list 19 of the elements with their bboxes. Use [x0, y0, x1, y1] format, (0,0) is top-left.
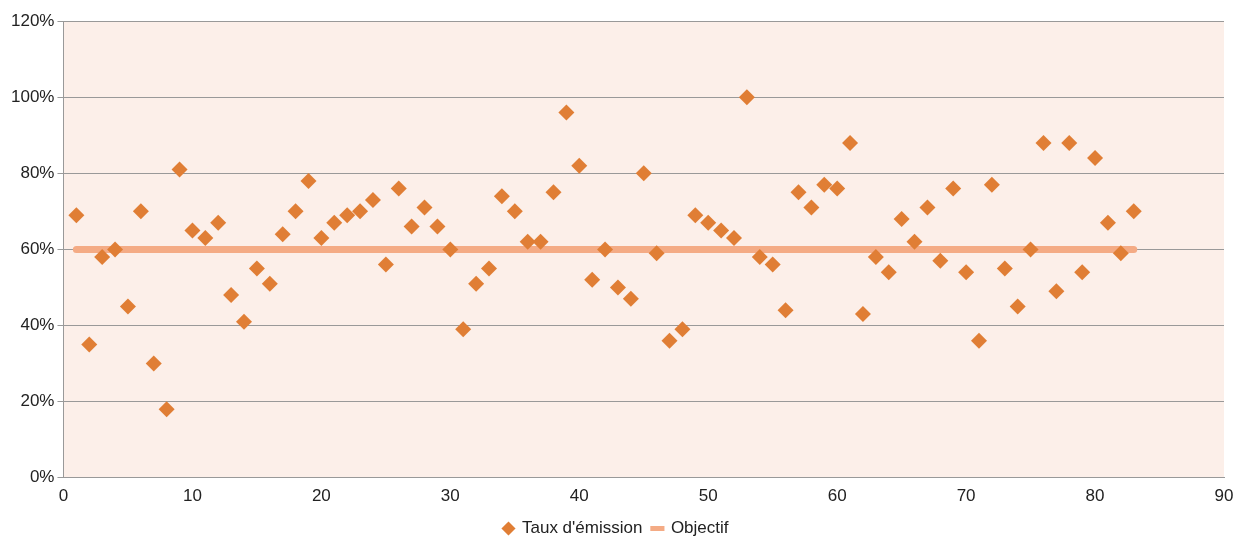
y-tick-label: 20% — [20, 391, 55, 411]
y-tick-label: 80% — [20, 163, 55, 183]
x-tick-label: 20 — [311, 486, 331, 506]
x-tick-label: 50 — [698, 486, 718, 506]
legend-label: Taux d'émission — [521, 518, 643, 538]
x-tick-label: 40 — [569, 486, 589, 506]
x-tick-label: 30 — [440, 486, 460, 506]
x-tick-label: 0 — [58, 486, 69, 506]
x-tick-label: 10 — [182, 486, 202, 506]
y-tick-label: 100% — [11, 86, 55, 106]
x-tick-label: 70 — [956, 486, 976, 506]
y-tick-label: 120% — [11, 10, 55, 30]
x-tick-label: 90 — [1214, 486, 1234, 506]
y-tick-label: 40% — [20, 315, 55, 335]
legend-label: Objectif — [670, 518, 729, 538]
y-tick-label: 60% — [20, 239, 55, 259]
x-tick-label: 60 — [827, 486, 847, 506]
x-tick-label: 80 — [1085, 486, 1105, 506]
y-tick-label: 0% — [29, 467, 55, 487]
